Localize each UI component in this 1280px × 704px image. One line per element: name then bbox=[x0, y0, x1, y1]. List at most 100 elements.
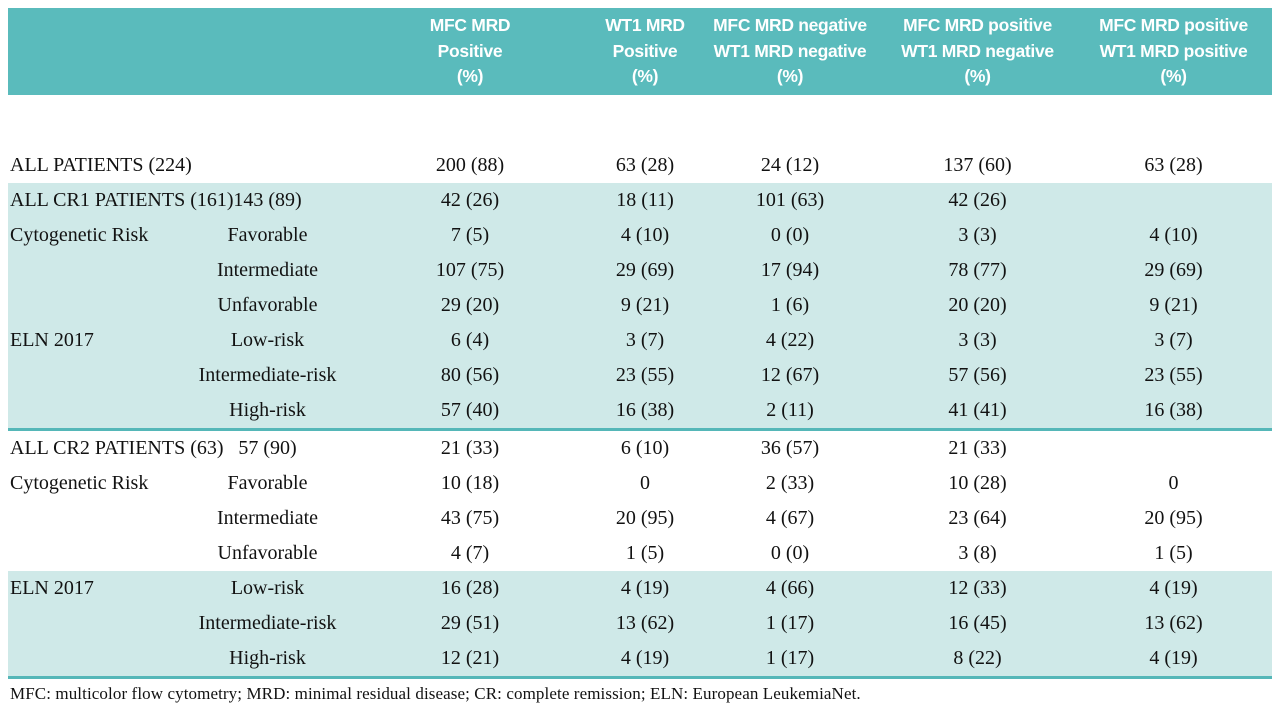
cell-mfc-neg-wt1-neg: 1 (17) bbox=[700, 641, 880, 679]
cell-mfc-pos-wt1-neg: 42 (26) bbox=[880, 183, 1075, 218]
cell-mfc-pos-wt1-neg: 23 (64) bbox=[880, 501, 1075, 536]
cell-wt1-mrd-positive: 3 (7) bbox=[590, 323, 700, 358]
cell-mfc-pos-wt1-pos: 63 (28) bbox=[1075, 148, 1272, 183]
cell-mfc-pos-wt1-pos: 9 (21) bbox=[1075, 288, 1272, 323]
row-sublabel: High-risk bbox=[185, 641, 350, 679]
mrd-results-table: MFC MRD Positive (%) WT1 MRD Positive (%… bbox=[8, 8, 1272, 679]
table-row: Unfavorable 4 (7) 1 (5) 0 (0) 3 (8) 1 (5… bbox=[8, 536, 1272, 571]
cell-mfc-pos-wt1-neg: 21 (33) bbox=[880, 429, 1075, 466]
cell-mfc-mrd-positive: 10 (18) bbox=[350, 466, 590, 501]
cell-mfc-pos-wt1-neg: 12 (33) bbox=[880, 571, 1075, 606]
row-sublabel: 143 (89) bbox=[185, 183, 350, 218]
cell-wt1-mrd-positive: 4 (19) bbox=[590, 641, 700, 679]
cell-mfc-neg-wt1-neg: 17 (94) bbox=[700, 253, 880, 288]
table-row: Intermediate-risk 80 (56) 23 (55) 12 (67… bbox=[8, 358, 1272, 393]
header-col-mfc-pos-wt1-neg: MFC MRD positive WT1 MRD negative (%) bbox=[880, 8, 1075, 95]
table-row: Unfavorable 29 (20) 9 (21) 1 (6) 20 (20)… bbox=[8, 288, 1272, 323]
cell-wt1-mrd-positive: 4 (19) bbox=[590, 571, 700, 606]
row-label: ALL CR2 PATIENTS (63) bbox=[8, 429, 224, 466]
cell-mfc-pos-wt1-neg: 20 (20) bbox=[880, 288, 1075, 323]
cell-mfc-neg-wt1-neg: 4 (22) bbox=[700, 323, 880, 358]
table-header: MFC MRD Positive (%) WT1 MRD Positive (%… bbox=[8, 8, 1272, 95]
cell-wt1-mrd-positive: 20 (95) bbox=[590, 501, 700, 536]
row-label bbox=[8, 358, 185, 393]
cell-wt1-mrd-positive: 18 (11) bbox=[590, 183, 700, 218]
cell-mfc-pos-wt1-pos: 13 (62) bbox=[1075, 606, 1272, 641]
table-row: ALL CR2 PATIENTS (63) 57 (90) 21 (33) 6 … bbox=[8, 429, 1272, 466]
row-sublabel: Favorable bbox=[185, 218, 350, 253]
cell-mfc-pos-wt1-pos: 16 (38) bbox=[1075, 393, 1272, 431]
table-row: Intermediate-risk 29 (51) 13 (62) 1 (17)… bbox=[8, 606, 1272, 641]
table-body: ALL PATIENTS (224) 200 (88) 63 (28) 24 (… bbox=[8, 95, 1272, 679]
cell-mfc-neg-wt1-neg: 0 (0) bbox=[700, 536, 880, 571]
cell-mfc-pos-wt1-neg: 78 (77) bbox=[880, 253, 1075, 288]
row-label bbox=[8, 393, 185, 431]
cell-wt1-mrd-positive: 23 (55) bbox=[590, 358, 700, 393]
table-row: ALL PATIENTS (224) 200 (88) 63 (28) 24 (… bbox=[8, 148, 1272, 183]
row-label bbox=[8, 536, 185, 571]
row-label: ELN 2017 bbox=[8, 323, 185, 358]
cell-wt1-mrd-positive: 63 (28) bbox=[590, 148, 700, 183]
table-row: ELN 2017 Low-risk 16 (28) 4 (19) 4 (66) … bbox=[8, 571, 1272, 606]
cell-mfc-pos-wt1-pos bbox=[1075, 183, 1272, 218]
table-row: ELN 2017 Low-risk 6 (4) 3 (7) 4 (22) 3 (… bbox=[8, 323, 1272, 358]
table-row: High-risk 57 (40) 16 (38) 2 (11) 41 (41)… bbox=[8, 393, 1272, 431]
table-row: High-risk 12 (21) 4 (19) 1 (17) 8 (22) 4… bbox=[8, 641, 1272, 679]
row-label: ELN 2017 bbox=[8, 571, 185, 606]
cell-wt1-mrd-positive: 4 (10) bbox=[590, 218, 700, 253]
cell-mfc-pos-wt1-neg: 3 (3) bbox=[880, 323, 1075, 358]
cell-mfc-neg-wt1-neg: 4 (67) bbox=[700, 501, 880, 536]
cell-mfc-neg-wt1-neg: 12 (67) bbox=[700, 358, 880, 393]
cell-mfc-pos-wt1-neg: 16 (45) bbox=[880, 606, 1075, 641]
header-col-mfc-neg-wt1-neg: MFC MRD negative WT1 MRD negative (%) bbox=[700, 8, 880, 95]
cell-mfc-neg-wt1-neg: 101 (63) bbox=[700, 183, 880, 218]
cell-mfc-neg-wt1-neg: 36 (57) bbox=[700, 429, 880, 466]
cell-wt1-mrd-positive: 6 (10) bbox=[590, 429, 700, 466]
cell-mfc-mrd-positive: 42 (26) bbox=[350, 183, 590, 218]
header-col-mfc-mrd-positive: MFC MRD Positive (%) bbox=[350, 8, 590, 95]
cell-mfc-mrd-positive: 29 (20) bbox=[350, 288, 590, 323]
table-row: Intermediate 43 (75) 20 (95) 4 (67) 23 (… bbox=[8, 501, 1272, 536]
footnote: MFC: multicolor flow cytometry; MRD: min… bbox=[10, 684, 861, 703]
cell-mfc-pos-wt1-pos: 0 bbox=[1075, 466, 1272, 501]
cell-mfc-pos-wt1-pos: 1 (5) bbox=[1075, 536, 1272, 571]
row-label bbox=[8, 253, 185, 288]
table-row: Intermediate 107 (75) 29 (69) 17 (94) 78… bbox=[8, 253, 1272, 288]
row-sublabel: Intermediate-risk bbox=[185, 358, 350, 393]
spacer-cell bbox=[8, 95, 1272, 148]
row-sublabel: Unfavorable bbox=[185, 536, 350, 571]
row-label bbox=[8, 606, 185, 641]
cell-mfc-mrd-positive: 12 (21) bbox=[350, 641, 590, 679]
cell-mfc-mrd-positive: 7 (5) bbox=[350, 218, 590, 253]
cell-mfc-mrd-positive: 80 (56) bbox=[350, 358, 590, 393]
row-label bbox=[8, 641, 185, 679]
cell-mfc-pos-wt1-pos: 20 (95) bbox=[1075, 501, 1272, 536]
cell-mfc-pos-wt1-neg: 8 (22) bbox=[880, 641, 1075, 679]
cell-wt1-mrd-positive: 13 (62) bbox=[590, 606, 700, 641]
cell-mfc-neg-wt1-neg: 1 (17) bbox=[700, 606, 880, 641]
cell-mfc-pos-wt1-neg: 10 (28) bbox=[880, 466, 1075, 501]
cell-mfc-pos-wt1-neg: 3 (3) bbox=[880, 218, 1075, 253]
header-col-wt1-mrd-positive: WT1 MRD Positive (%) bbox=[590, 8, 700, 95]
cell-mfc-pos-wt1-pos: 4 (19) bbox=[1075, 641, 1272, 679]
cell-mfc-neg-wt1-neg: 0 (0) bbox=[700, 218, 880, 253]
cell-mfc-neg-wt1-neg: 4 (66) bbox=[700, 571, 880, 606]
cell-mfc-mrd-positive: 4 (7) bbox=[350, 536, 590, 571]
cell-mfc-pos-wt1-neg: 57 (56) bbox=[880, 358, 1075, 393]
row-sublabel: Intermediate bbox=[185, 501, 350, 536]
row-sublabel: Low-risk bbox=[185, 323, 350, 358]
cell-mfc-mrd-positive: 200 (88) bbox=[350, 148, 590, 183]
row-label: Cytogenetic Risk bbox=[8, 218, 185, 253]
spacer-row bbox=[8, 95, 1272, 148]
cell-mfc-mrd-positive: 29 (51) bbox=[350, 606, 590, 641]
row-label: ALL PATIENTS (224) bbox=[8, 148, 192, 183]
cell-mfc-mrd-positive: 21 (33) bbox=[350, 429, 590, 466]
cell-mfc-pos-wt1-neg: 41 (41) bbox=[880, 393, 1075, 431]
cell-mfc-pos-wt1-pos: 23 (55) bbox=[1075, 358, 1272, 393]
header-empty-cell bbox=[8, 8, 350, 95]
cell-mfc-mrd-positive: 43 (75) bbox=[350, 501, 590, 536]
table-row: ALL CR1 PATIENTS (161) 143 (89) 42 (26) … bbox=[8, 183, 1272, 218]
row-sublabel: 57 (90) bbox=[185, 429, 350, 466]
cell-mfc-pos-wt1-pos: 3 (7) bbox=[1075, 323, 1272, 358]
